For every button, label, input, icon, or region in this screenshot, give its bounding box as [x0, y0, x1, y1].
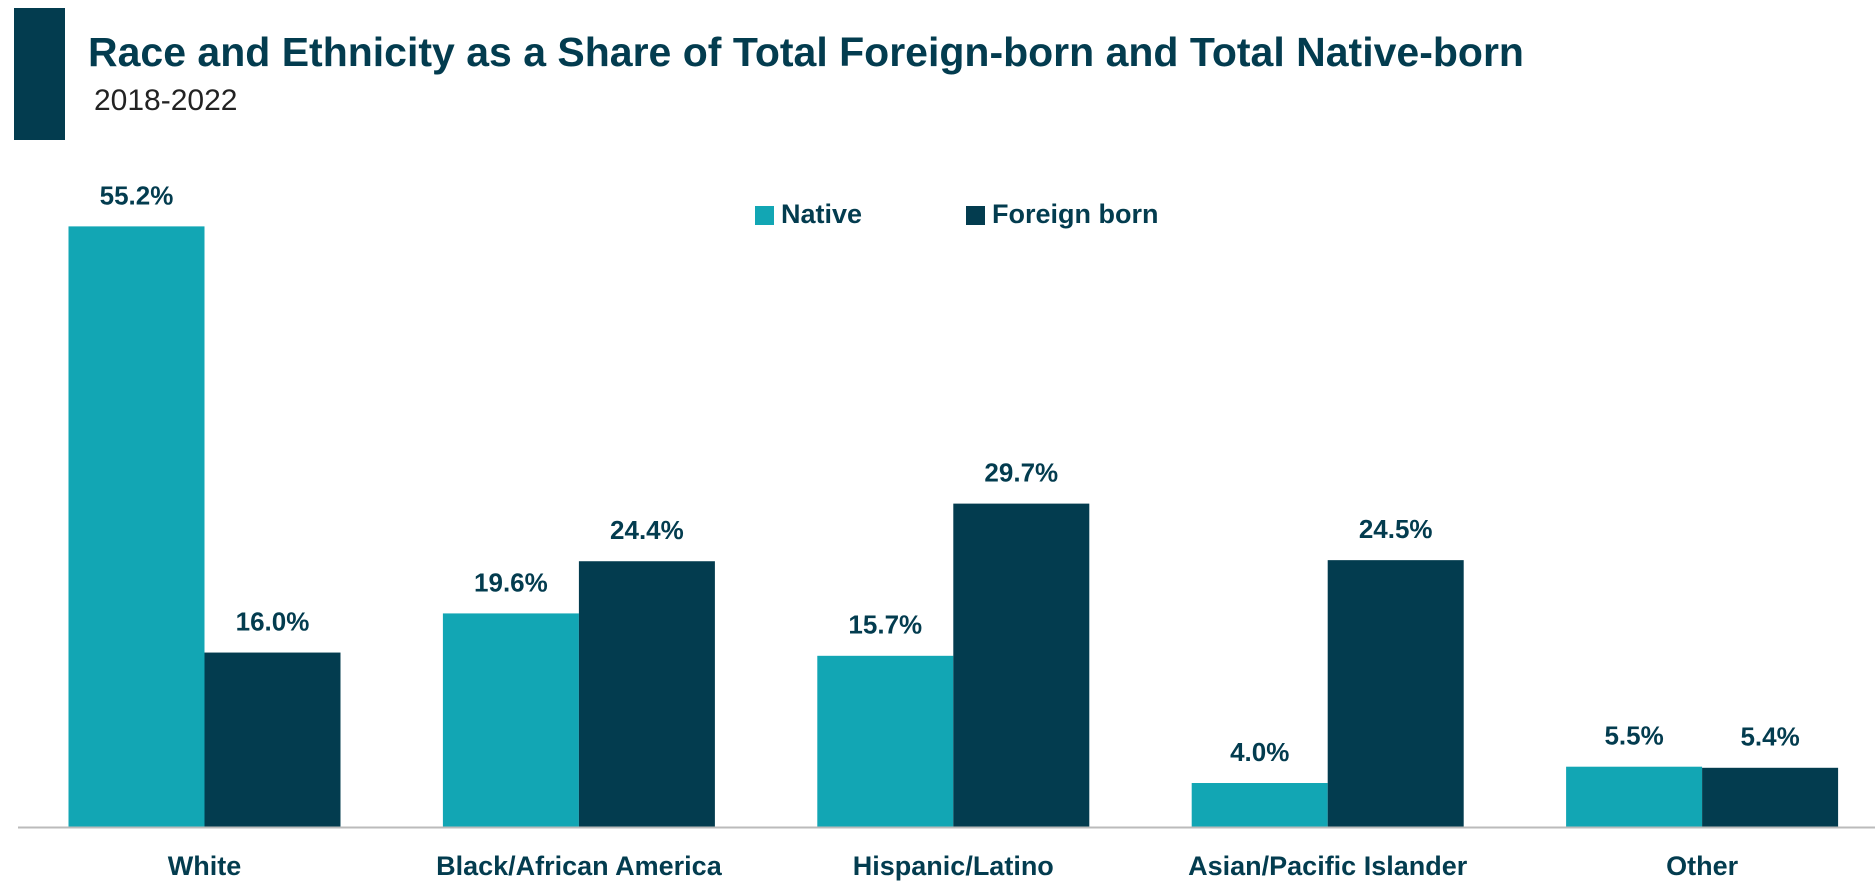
x-tick-label: Asian/Pacific Islander — [1188, 851, 1468, 881]
bar — [68, 226, 205, 827]
chart-title: Race and Ethnicity as a Share of Total F… — [88, 29, 1524, 75]
value-label: 24.4% — [610, 515, 684, 545]
value-label: 55.2% — [100, 180, 174, 210]
value-label: 4.0% — [1230, 737, 1289, 767]
legend-label: Native — [781, 199, 862, 229]
title-accent — [14, 8, 65, 140]
bar — [204, 652, 341, 827]
x-tick-label: White — [168, 851, 242, 881]
value-label: 29.7% — [984, 457, 1058, 487]
legend-swatch — [966, 206, 985, 225]
bar — [953, 503, 1090, 827]
bar — [578, 561, 715, 827]
legend-swatch — [755, 206, 774, 225]
bar — [1191, 783, 1328, 827]
bar — [442, 613, 579, 827]
value-label: 19.6% — [474, 567, 548, 597]
x-tick-label: Other — [1666, 851, 1739, 881]
legend-label: Foreign born — [992, 199, 1158, 229]
chart-subtitle: 2018-2022 — [94, 84, 237, 117]
bar — [1702, 767, 1839, 827]
value-label: 16.0% — [236, 606, 310, 636]
x-tick-label: Hispanic/Latino — [853, 851, 1054, 881]
bar — [817, 655, 954, 827]
value-label: 5.5% — [1604, 721, 1663, 751]
bar — [1327, 560, 1464, 827]
value-label: 24.5% — [1359, 514, 1433, 544]
value-label: 15.7% — [848, 610, 922, 640]
bar — [1566, 766, 1703, 827]
x-tick-label: Black/African America — [436, 851, 723, 881]
value-label: 5.4% — [1740, 722, 1799, 752]
